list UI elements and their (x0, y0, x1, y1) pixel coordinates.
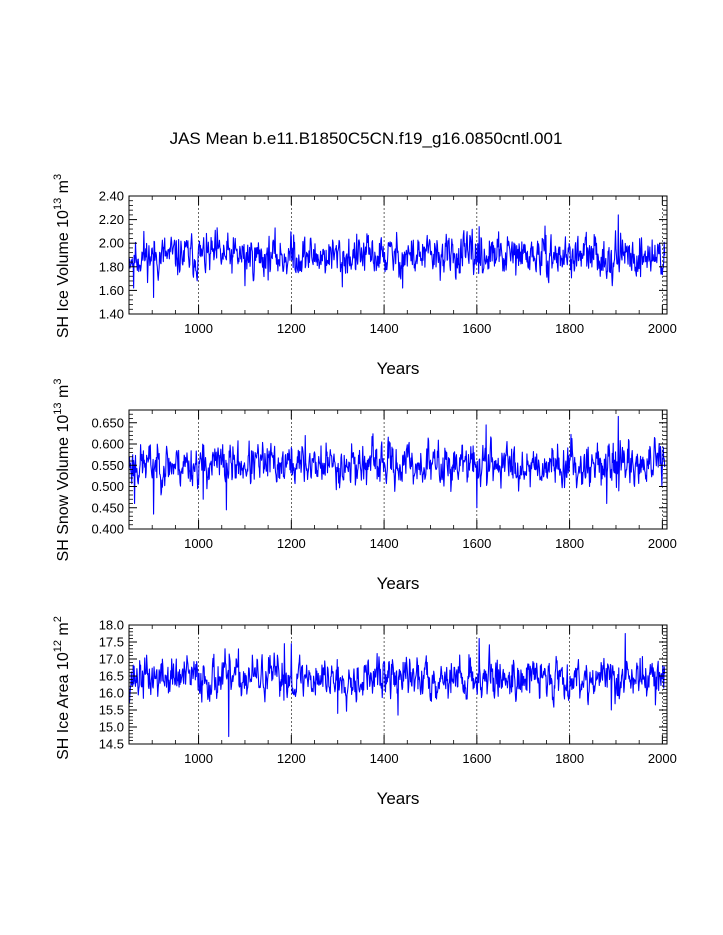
x-tick-label: 1400 (370, 321, 399, 336)
x-tick-label: 1000 (184, 321, 213, 336)
x-tick-label: 1400 (370, 751, 399, 766)
y-tick-label: 18.0 (99, 618, 124, 633)
y-tick-label: 14.5 (99, 737, 124, 752)
y-axis-label: SH Ice Volume 1013 m3 (52, 174, 72, 338)
x-axis-label: Years (377, 574, 420, 593)
panel-sh-ice-area: SH Ice Area 1012 m2 Years 1000 1200 1400 16… (52, 616, 677, 808)
x-tick-label: 2000 (648, 321, 677, 336)
x-tick-label: 2000 (648, 536, 677, 551)
x-axis-label: Years (377, 359, 420, 378)
panel-sh-ice-volume: SH Ice Volume 1013 m3 Years 1000 1200 1400… (52, 174, 677, 378)
y-tick-label: 15.0 (99, 720, 124, 735)
x-tick-label: 1800 (555, 536, 584, 551)
plot-frame (128, 624, 668, 745)
y-axis-label: SH Ice Area 1012 m2 (52, 616, 72, 760)
y-tick-label: 0.550 (91, 458, 124, 473)
x-tick-label: 1800 (555, 751, 584, 766)
x-tick-label: 1400 (370, 536, 399, 551)
y-tick-label: 17.0 (99, 652, 124, 667)
y-tick-label: 2.20 (99, 212, 124, 227)
x-tick-label: 1800 (555, 321, 584, 336)
x-axis-label: Years (377, 789, 420, 808)
y-axis-label: SH Snow Volume 1013 m3 (52, 379, 72, 562)
x-tick-label: 1000 (184, 536, 213, 551)
y-tick-label: 1.80 (99, 259, 124, 274)
x-tick-label: 1200 (277, 536, 306, 551)
y-tick-label: 16.0 (99, 686, 124, 701)
x-tick-label: 1200 (277, 321, 306, 336)
x-tick-label: 1600 (462, 536, 491, 551)
y-tick-label: 0.650 (91, 415, 124, 430)
x-tick-label: 2000 (648, 751, 677, 766)
x-tick-label: 1600 (462, 751, 491, 766)
chart-title: JAS Mean b.e11.B1850C5CN.f19_g16.0850cnt… (170, 129, 563, 148)
y-tick-label: 0.450 (91, 500, 124, 515)
y-tick-label: 2.00 (99, 236, 124, 251)
panel-sh-snow-volume: SH Snow Volume 1013 m3 Years 1000 1200 140… (52, 379, 677, 593)
y-tick-label: 15.5 (99, 703, 124, 718)
series-line (128, 632, 666, 738)
x-tick-label: 1000 (184, 751, 213, 766)
series-line (128, 415, 666, 515)
y-tick-label: 1.60 (99, 283, 124, 298)
series-line (128, 214, 666, 299)
plot-frame (128, 195, 668, 315)
y-tick-label: 0.500 (91, 479, 124, 494)
y-tick-label: 2.40 (99, 189, 124, 204)
x-tick-label: 1600 (462, 321, 491, 336)
y-tick-label: 16.5 (99, 669, 124, 684)
y-tick-label: 17.5 (99, 635, 124, 650)
y-tick-label: 0.400 (91, 522, 124, 537)
y-tick-label: 1.40 (99, 307, 124, 322)
x-tick-label: 1200 (277, 751, 306, 766)
y-tick-label: 0.600 (91, 437, 124, 452)
